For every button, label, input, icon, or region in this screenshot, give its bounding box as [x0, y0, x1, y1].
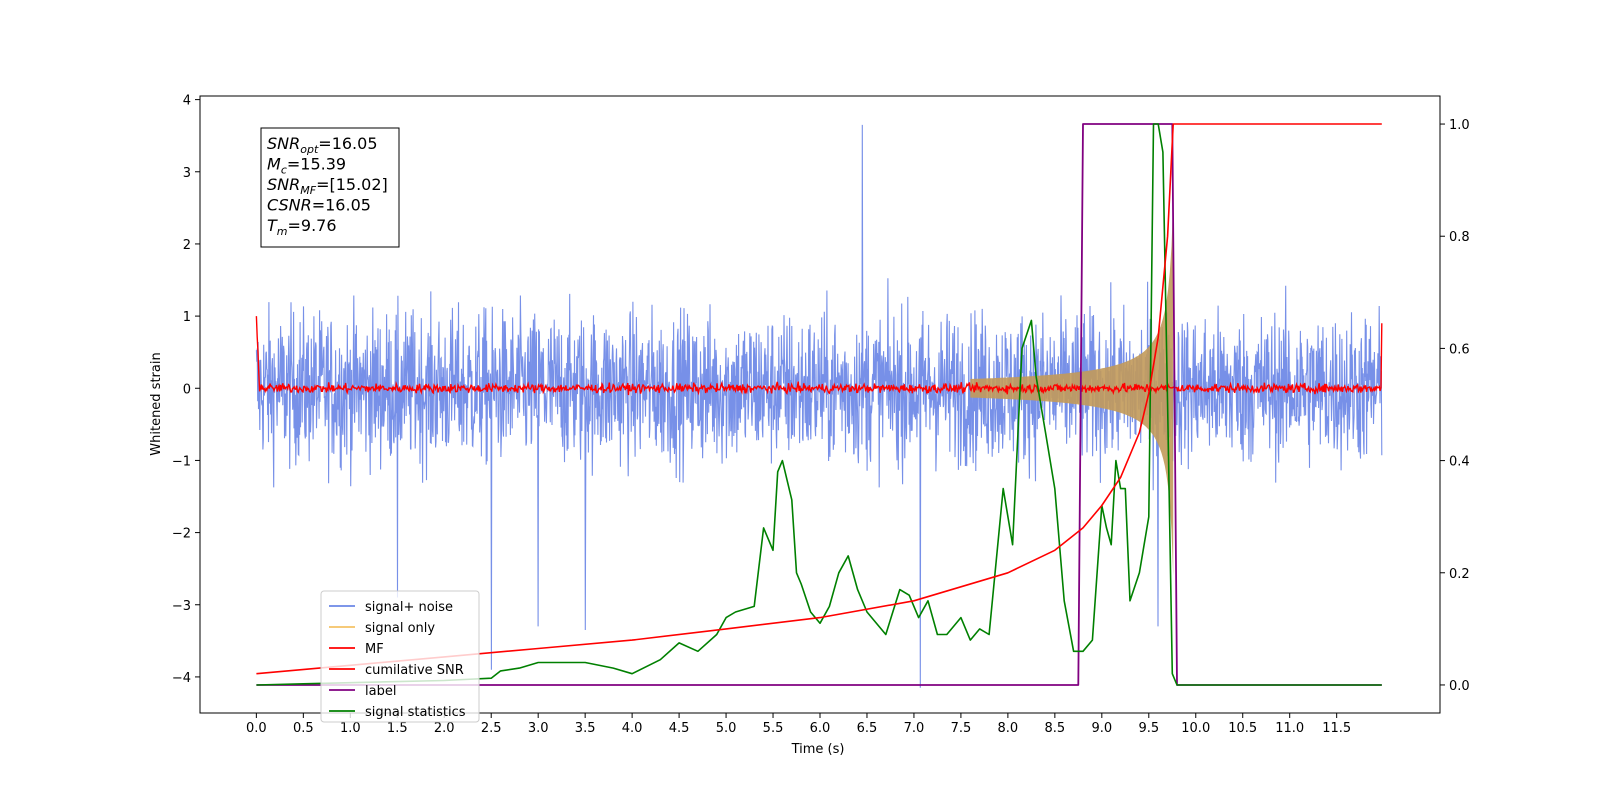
- legend-entry-label: label: [365, 684, 396, 699]
- x-tick-label: 4.5: [669, 721, 690, 736]
- x-tick-label: 6.0: [810, 721, 831, 736]
- y-left-tick-label: 4: [183, 94, 191, 109]
- legend: signal+ noise signal only MF cumilative SNR…: [320, 590, 480, 723]
- x-tick-label: 0.0: [246, 721, 267, 736]
- y-axis-label: Whitened strain: [149, 352, 164, 455]
- y-right-tick-label: 0.2: [1449, 567, 1470, 582]
- legend-frame: [320, 590, 480, 723]
- y-left-tick-label: −2: [172, 527, 191, 542]
- plot-area: [255, 123, 1383, 688]
- y-right-tick-label: 0.0: [1449, 679, 1470, 694]
- x-tick-label: 11.5: [1322, 721, 1351, 736]
- x-tick-label: 10.5: [1228, 721, 1257, 736]
- x-tick-label: 1.0: [340, 721, 361, 736]
- series-cumulative-snr: [256, 123, 1382, 675]
- info-line: Tm=9.76: [267, 216, 337, 238]
- y-left-tick-label: −1: [172, 454, 191, 469]
- y-axis-left-ticks: 4 3 2 1 0 −1 −2 −3 −4: [172, 94, 200, 686]
- x-tick-label: 7.0: [904, 721, 925, 736]
- x-tick-label: 8.5: [1045, 721, 1066, 736]
- y-left-tick-label: 0: [183, 382, 191, 397]
- x-tick-label: 5.5: [763, 721, 784, 736]
- info-box-frame: [260, 127, 400, 248]
- legend-entry-label: signal statistics: [365, 705, 466, 720]
- x-tick-label: 3.5: [575, 721, 596, 736]
- x-axis-label: Time (s): [791, 742, 845, 757]
- y-right-tick-label: 0.4: [1449, 455, 1470, 470]
- info-line: Mc=15.39: [267, 155, 346, 177]
- y-left-tick-label: 3: [183, 166, 191, 181]
- info-line: SNRMF=[15.02]: [267, 175, 388, 197]
- y-right-tick-label: 1.0: [1449, 118, 1470, 133]
- x-tick-label: 10.0: [1181, 721, 1210, 736]
- x-tick-label: 0.5: [293, 721, 314, 736]
- x-tick-label: 9.5: [1138, 721, 1159, 736]
- y-axis-right-ticks: 1.0 0.8 0.6 0.4 0.2 0.0: [1440, 118, 1470, 694]
- x-tick-label: 9.0: [1091, 721, 1112, 736]
- y-left-tick-label: −4: [172, 671, 191, 686]
- x-tick-label: 11.0: [1275, 721, 1304, 736]
- series-signal-noise: [255, 124, 1383, 688]
- series-mf: [255, 316, 1383, 396]
- y-left-tick-label: −3: [172, 599, 191, 614]
- series-signal-statistics: [256, 123, 1382, 686]
- legend-entry-label: signal+ noise: [365, 600, 453, 615]
- info-line: CSNR=16.05: [267, 196, 371, 215]
- legend-entry-label: MF: [365, 642, 384, 657]
- info-box: SNRopt=16.05Mc=15.39SNRMF=[15.02]CSNR=16…: [260, 127, 400, 248]
- y-right-tick-label: 0.8: [1449, 230, 1470, 245]
- x-tick-label: 3.0: [528, 721, 549, 736]
- x-axis-ticks: 0.0 0.5 1.0 1.5 2.0 2.5 3.0 3.5 4.0 4.5 5.0 5.5 6.0 6…: [246, 713, 1351, 736]
- x-tick-label: 4.0: [622, 721, 643, 736]
- info-line: SNRopt=16.05: [267, 134, 378, 156]
- y-left-tick-label: 2: [183, 238, 191, 253]
- legend-entry-label: cumilative SNR: [365, 663, 464, 678]
- x-tick-label: 5.0: [716, 721, 737, 736]
- x-tick-label: 6.5: [857, 721, 878, 736]
- legend-entry-label: signal only: [365, 621, 435, 636]
- y-left-tick-label: 1: [183, 310, 191, 325]
- x-tick-label: 7.5: [951, 721, 972, 736]
- x-tick-label: 1.5: [387, 721, 408, 736]
- x-tick-label: 2.0: [434, 721, 455, 736]
- y-right-tick-label: 0.6: [1449, 342, 1470, 357]
- x-tick-label: 2.5: [481, 721, 502, 736]
- x-tick-label: 8.0: [998, 721, 1019, 736]
